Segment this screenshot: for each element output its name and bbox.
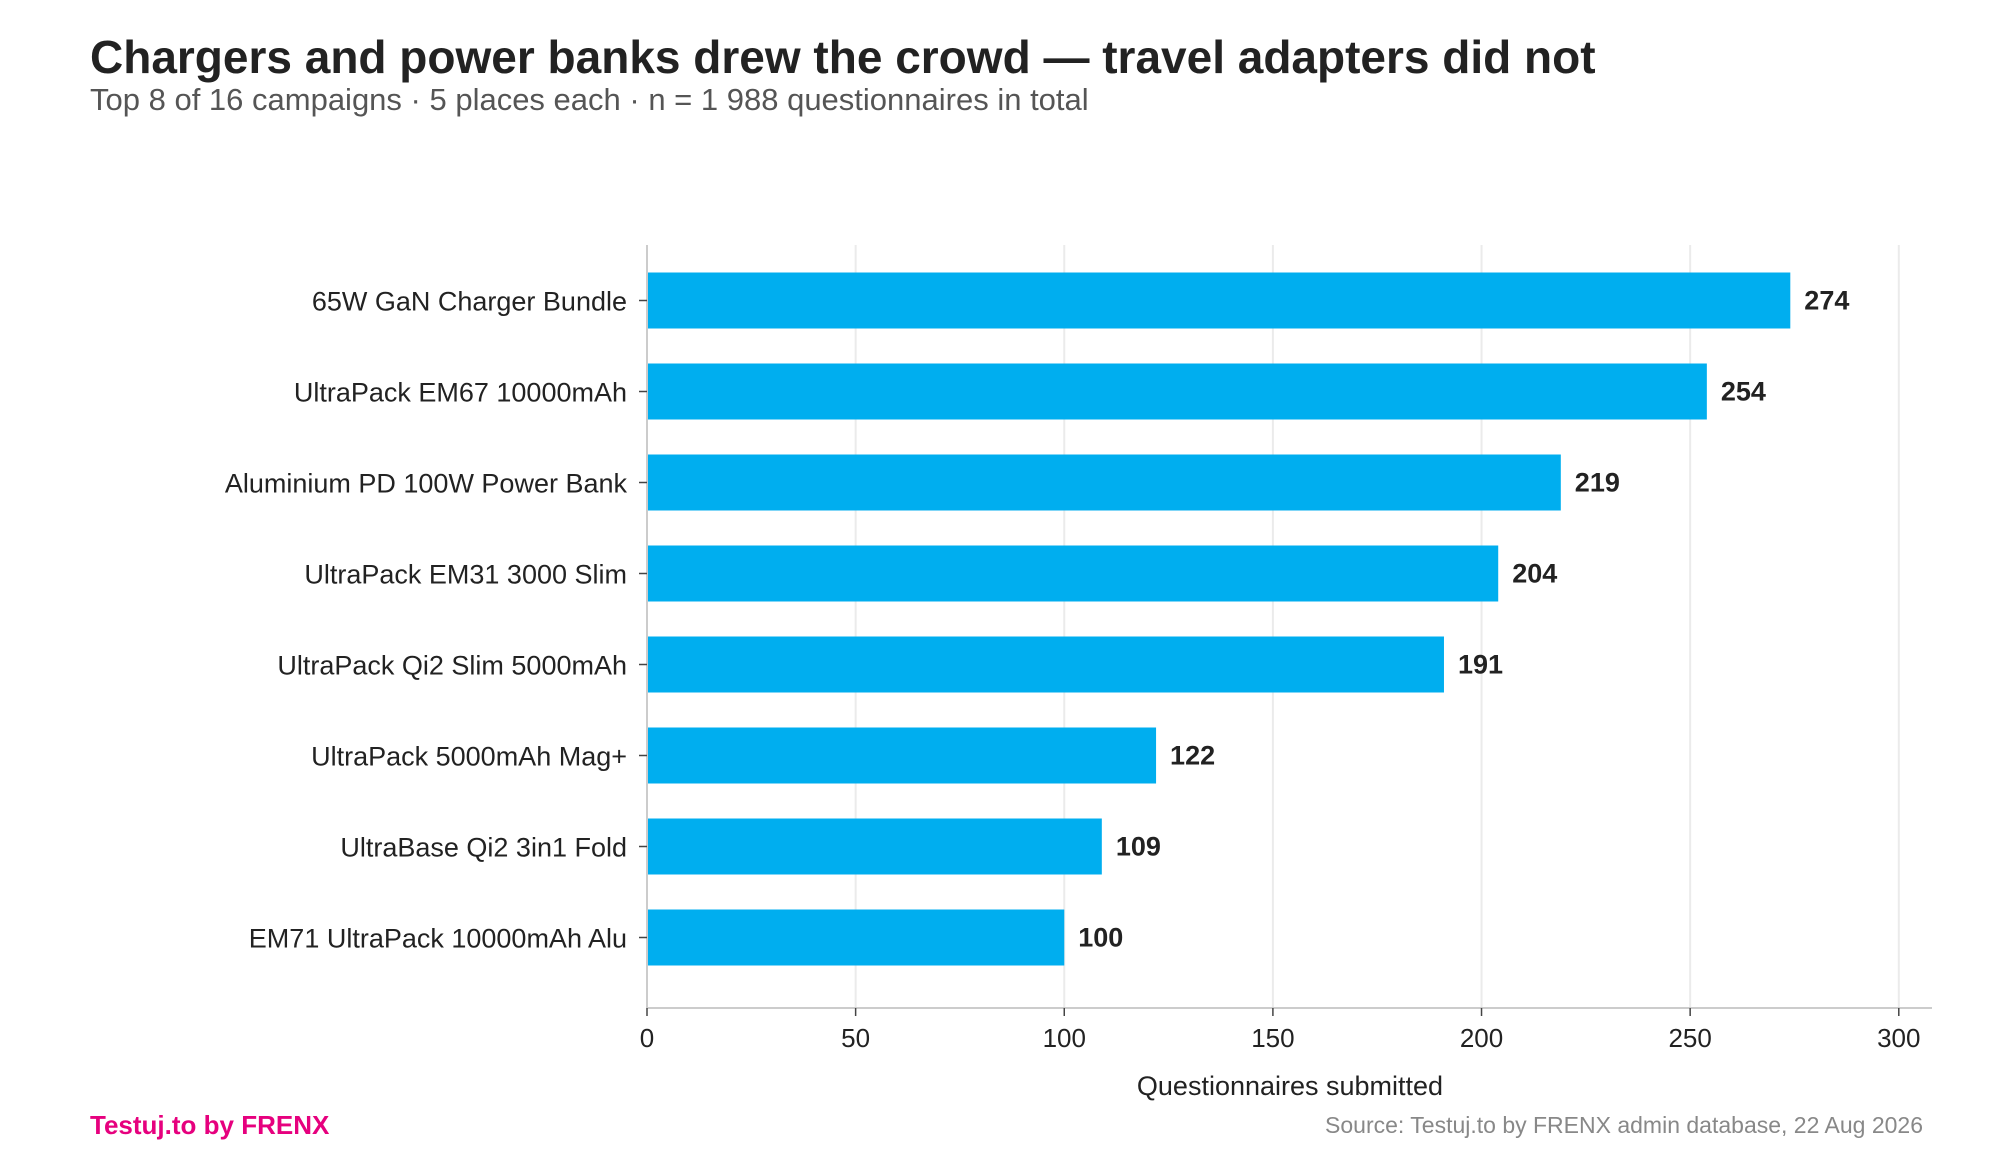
x-tick-label-250: 250 (1668, 1023, 1711, 1053)
bar-6 (647, 727, 1157, 784)
category-label-7: UltraBase Qi2 3in1 Fold (340, 833, 627, 863)
value-label-3: 219 (1575, 468, 1620, 498)
bar-8 (647, 909, 1065, 966)
category-label-5: UltraPack Qi2 Slim 5000mAh (277, 651, 627, 681)
x-tick-label-300: 300 (1877, 1023, 1920, 1053)
category-label-2: UltraPack EM67 10000mAh (294, 378, 627, 408)
x-tick-label-50: 50 (841, 1023, 870, 1053)
value-label-1: 274 (1804, 286, 1849, 316)
category-label-8: EM71 UltraPack 10000mAh Alu (249, 924, 627, 954)
gridlines (854, 245, 1900, 1008)
value-label-2: 254 (1721, 377, 1766, 407)
bar-4 (647, 545, 1499, 602)
bars (647, 272, 1791, 966)
value-label-4: 204 (1512, 559, 1557, 589)
brand-logo-text: Testuj.to by FRENX (90, 1110, 330, 1140)
bar-5 (647, 636, 1444, 693)
bar-3 (647, 454, 1561, 511)
source-note: Source: Testuj.to by FRENX admin databas… (1325, 1112, 1923, 1138)
chart-subtitle: Top 8 of 16 campaigns · 5 places each · … (90, 82, 1089, 117)
bar-2 (647, 363, 1707, 420)
x-tick-label-100: 100 (1043, 1023, 1086, 1053)
value-label-5: 191 (1458, 650, 1503, 680)
chart-title: Chargers and power banks drew the crowd … (90, 31, 1596, 83)
category-label-3: Aluminium PD 100W Power Bank (225, 469, 628, 499)
bar-7 (647, 818, 1102, 875)
bar-1 (647, 272, 1791, 329)
x-tick-label-0: 0 (640, 1023, 654, 1053)
value-label-6: 122 (1170, 741, 1215, 771)
category-label-6: UltraPack 5000mAh Mag+ (311, 742, 627, 772)
category-label-4: UltraPack EM31 3000 Slim (304, 560, 627, 590)
value-label-7: 109 (1116, 832, 1161, 862)
axes (639, 245, 1932, 1016)
value-label-8: 100 (1078, 923, 1123, 953)
x-tick-label-200: 200 (1460, 1023, 1503, 1053)
labels: 0 50 100 150 200 250 300 65W GaN Charger Bundle… (225, 286, 1921, 1054)
x-tick-label-150: 150 (1251, 1023, 1294, 1053)
x-axis-title: Questionnaires submitted (1137, 1071, 1443, 1101)
category-label-1: 65W GaN Charger Bundle (312, 287, 627, 317)
